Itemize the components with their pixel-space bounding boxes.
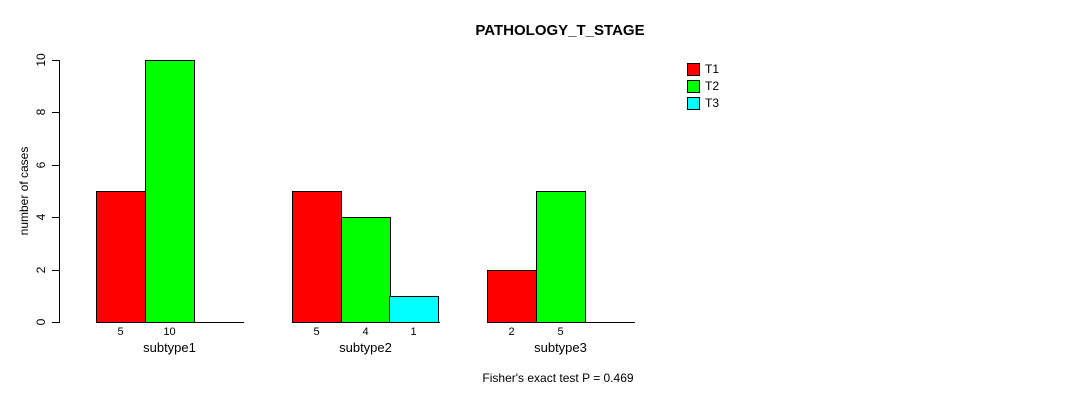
y-tick-mark bbox=[52, 165, 59, 166]
y-tick-label: 4 bbox=[34, 213, 48, 221]
chart-title: PATHOLOGY_T_STAGE bbox=[475, 22, 645, 39]
bar-value-label: 4 bbox=[362, 326, 369, 338]
category-label-subtype3: subtype3 bbox=[534, 340, 587, 355]
y-axis-line bbox=[59, 60, 60, 323]
y-tick-mark bbox=[52, 322, 59, 323]
bar-value-label: 5 bbox=[557, 326, 564, 338]
legend-item-t2: T2 bbox=[687, 80, 719, 93]
category-label-subtype1: subtype1 bbox=[143, 340, 196, 355]
y-tick-label: 0 bbox=[34, 318, 48, 326]
y-tick-label: 2 bbox=[34, 266, 48, 274]
bar-value-label: 2 bbox=[508, 326, 515, 338]
legend: T1 T2 T3 bbox=[687, 63, 719, 114]
y-axis-label: number of cases bbox=[17, 146, 31, 236]
y-tick-label: 10 bbox=[34, 53, 48, 67]
bar-subtype2-t2 bbox=[341, 217, 391, 323]
category-label-subtype2: subtype2 bbox=[339, 340, 392, 355]
bar-subtype2-t3 bbox=[389, 296, 439, 323]
bar-subtype1-t1 bbox=[96, 191, 146, 323]
legend-label: T3 bbox=[705, 96, 720, 110]
bar-subtype2-t1 bbox=[292, 191, 342, 323]
bar-value-label: 5 bbox=[117, 326, 124, 338]
stat-test-footer: Fisher's exact test P = 0.469 bbox=[482, 371, 634, 385]
y-tick-mark bbox=[52, 60, 59, 61]
y-tick-label: 6 bbox=[34, 161, 48, 169]
legend-item-t3: T3 bbox=[687, 97, 719, 110]
legend-item-t1: T1 bbox=[687, 63, 719, 76]
legend-swatch-t1 bbox=[687, 63, 700, 76]
legend-label: T2 bbox=[705, 79, 720, 93]
y-tick-label: 8 bbox=[34, 108, 48, 116]
y-tick-mark bbox=[52, 217, 59, 218]
bar-value-label: 10 bbox=[163, 326, 176, 338]
bar-subtype1-t2 bbox=[145, 60, 195, 323]
bar-subtype3-t1 bbox=[487, 270, 537, 323]
legend-swatch-t2 bbox=[687, 80, 700, 93]
bar-value-label: 1 bbox=[410, 326, 417, 338]
bar-subtype3-t2 bbox=[536, 191, 586, 323]
y-tick-mark bbox=[52, 270, 59, 271]
y-tick-mark bbox=[52, 112, 59, 113]
legend-swatch-t3 bbox=[687, 97, 700, 110]
bar-value-label: 5 bbox=[313, 326, 320, 338]
legend-label: T1 bbox=[705, 62, 720, 76]
